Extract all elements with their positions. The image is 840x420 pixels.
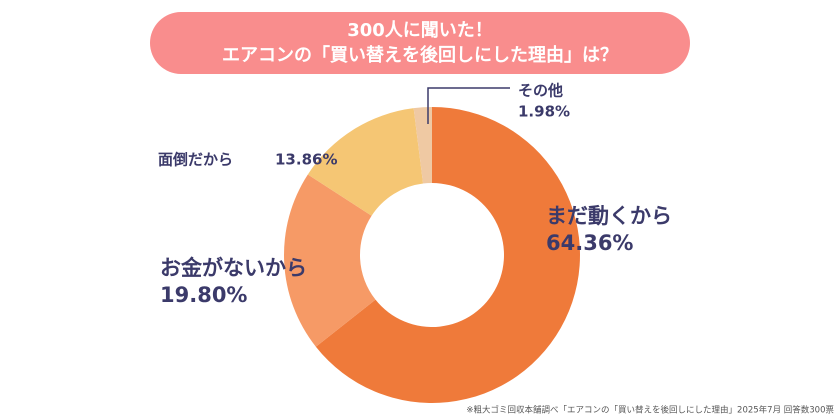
value-label: 19.80% xyxy=(160,283,247,307)
donut-slice xyxy=(315,107,580,403)
category-label: その他 xyxy=(518,82,563,100)
value-label: 13.86% xyxy=(275,151,337,169)
value-label: 64.36% xyxy=(546,231,633,255)
leader-line xyxy=(427,87,510,124)
category-label: まだ動くから xyxy=(546,204,672,228)
category-label: 面倒だから xyxy=(158,151,233,169)
donut-slice xyxy=(307,108,424,216)
category-label: お金がないから xyxy=(160,256,307,280)
value-label: 1.98% xyxy=(518,103,570,121)
donut-slice xyxy=(284,174,376,347)
source-note: ※粗大ゴミ回収本舗調べ「エアコンの「買い替えを後回しにした理由」2025年7月 … xyxy=(466,405,834,416)
donut xyxy=(284,107,580,403)
chart-title: 300人に聞いた！ xyxy=(347,20,493,41)
donut-slice xyxy=(413,107,432,184)
chart-subtitle: エアコンの「買い替えを後回しにした理由」は？ xyxy=(222,44,618,66)
title-banner xyxy=(150,12,690,74)
